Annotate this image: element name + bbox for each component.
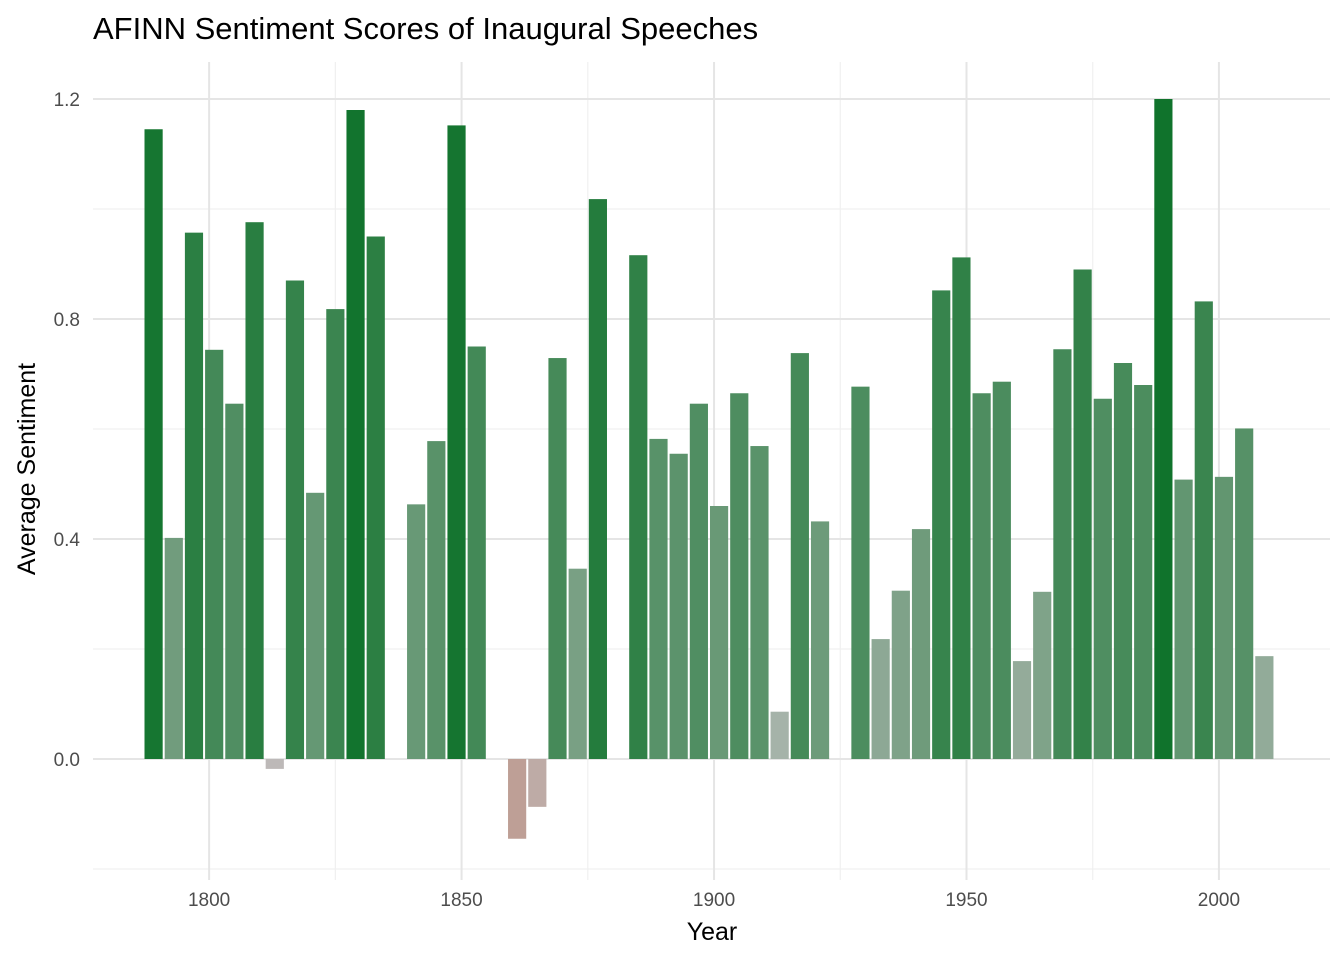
bar-1941 [911, 529, 931, 759]
bar-1789 [144, 129, 163, 759]
x-axis-title: Year [687, 918, 738, 946]
bar-1829 [346, 110, 365, 759]
bar-1817 [285, 280, 305, 759]
bar-1985 [1134, 385, 1153, 759]
y-tick-label: 0.8 [54, 310, 80, 331]
bar-1957 [992, 381, 1011, 759]
bar-1805 [225, 403, 244, 759]
bar-1997 [1194, 301, 1213, 759]
bar-1953 [972, 393, 991, 759]
bar-1853 [467, 346, 486, 759]
x-tick-label: 1900 [693, 890, 735, 911]
bar-1973 [1073, 269, 1092, 759]
y-axis-title: Average Sentiment [13, 363, 41, 575]
bar-2005 [1235, 428, 1254, 759]
bar-1809 [245, 222, 264, 759]
chart-title: AFINN Sentiment Scores of Inaugural Spee… [93, 11, 758, 46]
bar-1801 [205, 349, 224, 759]
bar-1945 [932, 290, 951, 759]
bar-1961 [1012, 661, 1032, 759]
y-axis-ticks: 0.0 0.4 0.8 1.2 [54, 90, 81, 771]
bar-1833 [366, 236, 385, 759]
bar-1877 [588, 199, 607, 760]
bar-1845 [427, 441, 446, 759]
bar-1849 [447, 125, 466, 759]
bar-1901 [709, 506, 729, 759]
bar-1893 [669, 453, 688, 759]
y-tick-label: 0.4 [54, 530, 81, 551]
x-tick-label: 1800 [188, 890, 230, 911]
x-tick-label: 1950 [945, 890, 987, 911]
bar-2009 [1255, 656, 1274, 759]
bar-1969 [1053, 349, 1072, 759]
bar-1933 [871, 639, 890, 759]
bar-1813 [265, 759, 284, 769]
y-tick-label: 0.0 [54, 750, 80, 771]
bar-1981 [1113, 363, 1133, 759]
bar-1797 [184, 232, 204, 759]
bar-1921 [810, 521, 830, 759]
bar-1865 [528, 759, 547, 807]
bar-1917 [790, 353, 809, 759]
bar-1977 [1093, 398, 1112, 759]
bar-1885 [629, 255, 648, 759]
bar-1929 [851, 386, 870, 759]
bar-1913 [770, 711, 789, 759]
bars [144, 99, 1274, 839]
x-tick-label: 1850 [440, 890, 482, 911]
bar-1873 [568, 568, 587, 759]
bar-1825 [326, 309, 345, 759]
bar-1965 [1033, 591, 1052, 759]
bar-1937 [891, 590, 910, 759]
x-axis-ticks: 1800 1850 1900 1950 2000 [188, 890, 1240, 911]
bar-1949 [952, 257, 971, 759]
bar-1905 [730, 393, 749, 759]
bar-1793 [164, 537, 183, 759]
bar-1869 [548, 358, 567, 759]
bar-1909 [750, 446, 769, 759]
bar-1889 [649, 438, 668, 759]
bar-1989 [1154, 99, 1173, 759]
x-tick-label: 2000 [1198, 890, 1240, 911]
bar-1861 [508, 759, 527, 839]
bar-2001 [1214, 476, 1234, 759]
bar-1821 [306, 492, 325, 759]
bar-1841 [407, 504, 426, 759]
y-tick-label: 1.2 [54, 90, 80, 111]
bar-1897 [689, 403, 708, 759]
bar-1993 [1174, 479, 1193, 759]
